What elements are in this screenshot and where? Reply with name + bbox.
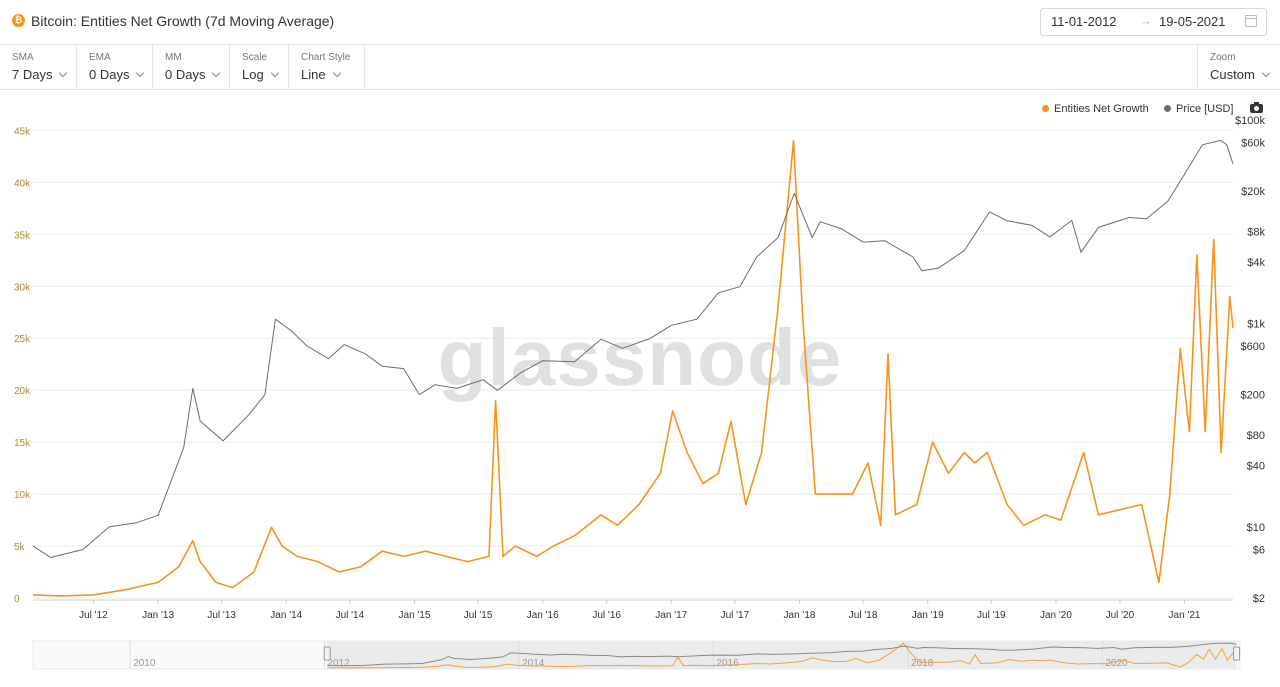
y-left-tick-label: 15k (14, 438, 31, 449)
navigator-entities-line (327, 642, 1237, 669)
navigator-price-line (327, 642, 1237, 667)
y-left-tick-label: 25k (14, 334, 31, 345)
x-tick-label: Jul '16 (592, 610, 621, 621)
date-to[interactable]: 19-05-2021 (1159, 14, 1226, 29)
x-tick-label: Jul '13 (207, 610, 236, 621)
legend-entities-net-growth[interactable]: Entities Net Growth (1042, 103, 1149, 115)
mm-label: MM (165, 52, 182, 63)
y-left-tick-label: 5k (14, 542, 26, 553)
x-tick-label: Jan '21 (1169, 610, 1201, 621)
y-axis-right: $2 $6 $10 $40 $80 $200 $600 $1k $4k $8k $20k $60k $1… (1235, 115, 1265, 605)
y-right-tick-label: $40 (1247, 461, 1265, 473)
chart-style-label: Chart Style (301, 52, 351, 63)
entities-net-growth-line (32, 140, 1234, 597)
date-range-picker[interactable]: 11-01-2012 → 19-05-2021 (1040, 8, 1267, 36)
x-tick-label: Jan '18 (784, 610, 816, 621)
y-left-tick-label: 20k (14, 386, 31, 397)
legend-dot-price (1164, 105, 1171, 112)
series-layer (32, 139, 1234, 597)
scale-select[interactable]: Scale Log (230, 45, 289, 89)
y-right-tick-label: $200 (1241, 390, 1265, 402)
ema-label: EMA (89, 52, 111, 63)
navigator-selection (327, 641, 1237, 669)
sma-select[interactable]: SMA 7 Days (0, 45, 77, 89)
x-tick-label: Jan '17 (655, 610, 687, 621)
scale-value: Log (242, 67, 264, 82)
ema-select[interactable]: EMA 0 Days (77, 45, 153, 89)
x-axis: Jul '12 Jan '13 Jul '13 Jan '14 Jul '14 Jan '… (79, 600, 1201, 621)
x-tick-label: Jan '14 (270, 610, 302, 621)
navigator-handle[interactable] (323, 646, 331, 661)
zoom-value: Custom (1210, 67, 1255, 82)
x-tick-label: Jul '18 (849, 610, 878, 621)
x-tick-label: Jul '15 (464, 610, 493, 621)
sma-label: SMA (12, 52, 34, 63)
chart-style-select[interactable]: Chart Style Line (289, 45, 365, 89)
y-right-tick-label: $10 (1247, 522, 1265, 534)
legend-dot-entities (1042, 105, 1049, 112)
chart-toolbar: SMA 7 Days EMA 0 Days MM 0 Days Scale Lo… (0, 45, 1280, 90)
arrow-right-icon: → (1139, 13, 1152, 28)
x-tick-label: Jul '20 (1106, 610, 1135, 621)
scale-label: Scale (242, 52, 268, 63)
camera-icon[interactable] (1250, 102, 1263, 113)
price-line (32, 139, 1234, 558)
sma-value: 7 Days (12, 67, 53, 82)
y-right-tick-label: $80 (1247, 430, 1265, 442)
calendar-icon[interactable] (1245, 15, 1257, 27)
date-from[interactable]: 11-01-2012 (1051, 14, 1117, 29)
y-right-tick-label: $4k (1247, 257, 1265, 269)
y-left-tick-label: 40k (14, 178, 31, 189)
navigator-tick-label: 2016 (716, 658, 739, 669)
x-tick-label: Jan '19 (912, 610, 944, 621)
mm-select[interactable]: MM 0 Days (153, 45, 230, 89)
zoom-select[interactable]: Zoom Custom (1197, 45, 1280, 89)
chart-title: Bitcoin: Entities Net Growth (7d Moving … (31, 13, 335, 29)
navigator-tick-label: 2020 (1105, 658, 1128, 669)
grid-lines (33, 129, 1233, 601)
x-tick-label: Jan '20 (1040, 610, 1072, 621)
y-left-tick-label: 0 (14, 594, 20, 605)
navigator-handle[interactable] (1233, 646, 1241, 661)
y-right-tick-label: $8k (1247, 227, 1265, 239)
y-right-tick-label: $1k (1247, 318, 1265, 330)
y-right-tick-label: $6 (1253, 544, 1265, 556)
x-tick-label: Jan '13 (142, 610, 174, 621)
x-tick-label: Jul '14 (336, 610, 365, 621)
navigator-tick-label: 2014 (522, 658, 545, 669)
navigator-tick-label: 2012 (328, 658, 351, 669)
x-tick-label: Jul '17 (721, 610, 750, 621)
x-tick-label: Jul '19 (977, 610, 1006, 621)
zoom-label: Zoom (1210, 52, 1236, 63)
bitcoin-icon: ₿ (12, 14, 25, 27)
legend-label: Price [USD] (1176, 103, 1234, 115)
range-navigator[interactable]: 2010 2012 2014 2016 2018 2020 (32, 640, 1241, 670)
y-axis-left: 0 5k 10k 15k 20k 25k 30k 35k 40k 45k (14, 126, 31, 605)
y-right-tick-label: $100k (1235, 115, 1265, 127)
y-left-tick-label: 45k (14, 126, 31, 137)
y-right-tick-label: $2 (1253, 593, 1265, 605)
legend-label: Entities Net Growth (1054, 103, 1149, 115)
y-left-tick-label: 10k (14, 490, 31, 501)
y-left-tick-label: 30k (14, 282, 31, 293)
y-right-tick-label: $600 (1241, 341, 1265, 353)
y-right-tick-label: $60k (1241, 138, 1265, 150)
navigator-tick-label: 2018 (911, 658, 934, 669)
x-tick-label: Jan '15 (399, 610, 431, 621)
chart-header: ₿ Bitcoin: Entities Net Growth (7d Movin… (0, 0, 1280, 45)
navigator-tick-label: 2010 (133, 658, 156, 669)
legend-price[interactable]: Price [USD] (1164, 103, 1233, 115)
ema-value: 0 Days (89, 67, 130, 82)
x-tick-label: Jul '12 (79, 610, 108, 621)
y-left-tick-label: 35k (14, 230, 31, 241)
watermark: glassnode (438, 313, 843, 402)
mm-value: 0 Days (165, 67, 206, 82)
x-tick-label: Jan '16 (527, 610, 559, 621)
chart-style-value: Line (301, 67, 326, 82)
y-right-tick-label: $20k (1241, 186, 1265, 198)
